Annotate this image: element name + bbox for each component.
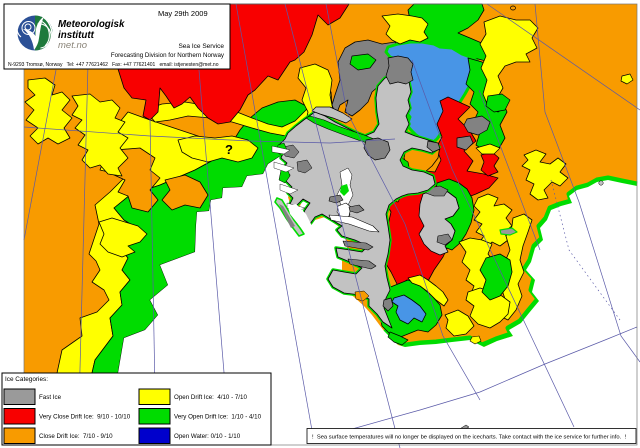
svg-text:Forecasting Division for North: Forecasting Division for Northern Norway <box>111 52 225 59</box>
svg-text:Fast Ice: Fast Ice <box>39 394 62 401</box>
svg-text:?: ? <box>225 142 233 157</box>
svg-text:N-9293 Tromsø, Norway Tel: +: N-9293 Tromsø, Norway Tel: +47 77621462 … <box>8 62 219 68</box>
svg-text:Sea Ice Service: Sea Ice Service <box>178 43 224 50</box>
svg-text:Very Open Drift Ice: 1/10 - 4: Very Open Drift Ice: 1/10 - 4/10 <box>174 414 262 421</box>
svg-text:Meteorologisk: Meteorologisk <box>58 19 125 30</box>
svg-text:Close Drift Ice: 7/10 - 9/10: Close Drift Ice: 7/10 - 9/10 <box>39 433 113 440</box>
svg-text:Open Drift Ice: 4/10 - 7/10: Open Drift Ice: 4/10 - 7/10 <box>174 394 247 401</box>
svg-text:Ice Categories:: Ice Categories: <box>5 376 48 383</box>
svg-text:! Sea surface temperatures wi: ! Sea surface temperatures will no longe… <box>312 435 626 441</box>
svg-text:met.no: met.no <box>58 40 87 51</box>
svg-text:Very Close Drift Ice: 9/10 -: Very Close Drift Ice: 9/10 - 10/10 <box>39 414 131 421</box>
svg-text:institutt: institutt <box>58 30 95 41</box>
svg-text:May 29th 2009: May 29th 2009 <box>158 9 208 18</box>
svg-text:Open Water: 0/10 - 1/10: Open Water: 0/10 - 1/10 <box>174 433 241 440</box>
